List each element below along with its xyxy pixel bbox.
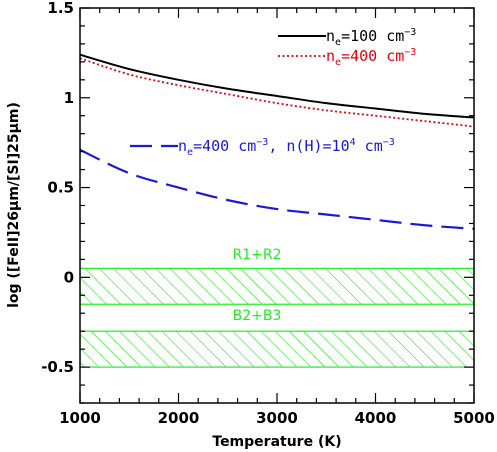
- legend: ne=100 cm−3ne=400 cm−3 ne=400 cm−3, n(H)=…: [130, 27, 416, 158]
- x-tick-label: 3000: [256, 409, 298, 427]
- x-tick-label: 2000: [158, 409, 200, 427]
- y-tick-label: -0.5: [41, 358, 74, 376]
- y-tick-label: 1: [64, 89, 74, 107]
- series-line-1: [80, 57, 474, 128]
- ticks-layer: 1000 2000 3000 4000 5000 -0.5 0 0.5 1 1.5: [41, 0, 495, 427]
- y-axis-title: log ([FeII]26μm/[SI]25μm): [6, 102, 22, 308]
- band-1: [80, 330, 474, 368]
- band-0: [80, 267, 474, 305]
- x-tick-label: 1000: [59, 409, 101, 427]
- series-line-2: [80, 148, 474, 230]
- series-layer: [80, 53, 474, 230]
- band-label-1: B2+B3: [233, 308, 282, 324]
- y-tick-label: 0: [64, 268, 74, 286]
- legend-label: ne=400 cm−3, n(H)=104 cm−3: [178, 137, 395, 158]
- x-axis-title: Temperature (K): [212, 434, 341, 450]
- legend-label: ne=400 cm−3: [326, 47, 416, 68]
- series-line-0: [80, 53, 474, 119]
- x-tick-label: 4000: [355, 409, 397, 427]
- y-tick-label: 0.5: [47, 179, 74, 197]
- band-labels: R1+R2 B2+B3: [233, 247, 282, 324]
- y-tick-label: 1.5: [47, 0, 74, 17]
- legend-label: ne=100 cm−3: [326, 27, 416, 48]
- bands-layer: [80, 267, 474, 368]
- x-tick-label: 5000: [453, 409, 495, 427]
- band-label-0: R1+R2: [233, 247, 282, 263]
